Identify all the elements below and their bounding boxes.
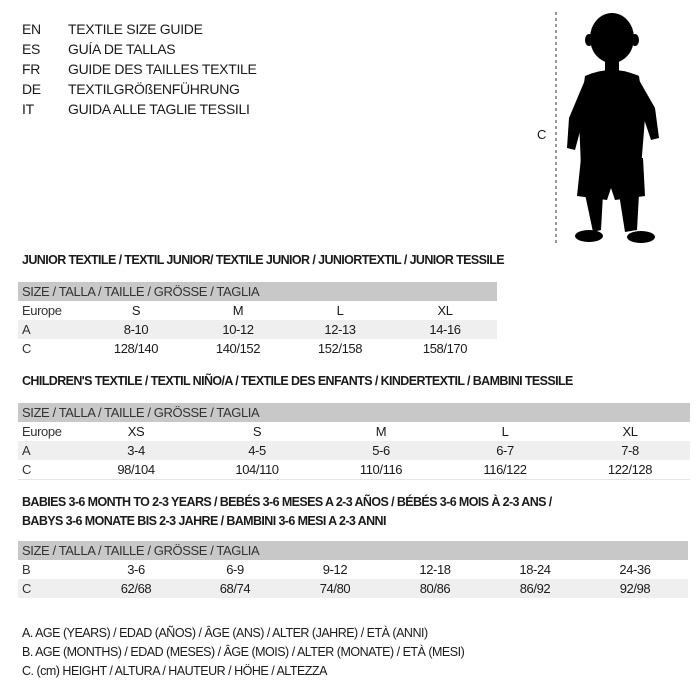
table-cell: 92/98 (619, 581, 651, 596)
lang-title: GUIDA ALLE TAGLIE TESSILI (68, 101, 250, 117)
table-cell: 10-12 (222, 322, 254, 337)
table-cell: 12-13 (324, 322, 356, 337)
table-cell: 14-16 (429, 322, 461, 337)
table-row: C 98/104 104/110 110/116 116/122 122/128 (18, 460, 690, 480)
legend-c: C. (cm) HEIGHT / ALTURA / HAUTEUR / HÖHE… (22, 664, 327, 678)
lang-code: DE (22, 81, 41, 97)
table-cell: 122/128 (607, 462, 653, 477)
legend-b: B. AGE (MONTHS) / EDAD (MESES) / ÂGE (MO… (22, 645, 465, 659)
table-cell: 68/74 (219, 581, 251, 596)
table-cell: 5-6 (372, 443, 390, 458)
table-row: B 3-6 6-9 9-12 12-18 18-24 24-36 (18, 560, 688, 579)
table-cell: S (131, 303, 141, 318)
row-label: Europe (22, 303, 62, 318)
row-label: C (22, 341, 31, 356)
children-section-title: CHILDREN'S TEXTILE / TEXTIL NIÑO/A / TEX… (22, 374, 573, 388)
babies-size-table: SIZE / TALLA / TAILLE / GRÖSSE / TAGLIA … (18, 541, 688, 598)
table-cell: 152/158 (317, 341, 363, 356)
table-row: A 3-4 4-5 5-6 6-7 7-8 (18, 441, 690, 460)
table-cell: M (375, 424, 387, 439)
lang-title: TEXTILE SIZE GUIDE (68, 21, 203, 37)
table-cell: 104/110 (235, 462, 279, 477)
table-cell: 86/92 (519, 581, 551, 596)
table-cell: 80/86 (419, 581, 451, 596)
table-cell: XL (437, 303, 453, 318)
table-cell: 24-36 (619, 562, 651, 577)
junior-section-title: JUNIOR TEXTILE / TEXTIL JUNIOR/ TEXTILE … (22, 253, 505, 267)
lang-title: GUÍA DE TALLAS (68, 41, 176, 57)
lang-code: IT (22, 101, 34, 117)
table-header-label: SIZE / TALLA / TAILLE / GRÖSSE / TAGLIA (22, 284, 260, 299)
lang-code: FR (22, 61, 41, 77)
table-cell: S (252, 424, 262, 439)
table-row: Europe S M L XL (18, 301, 497, 320)
table-cell: L (336, 303, 344, 318)
table-cell: 116/122 (483, 462, 527, 477)
lang-title: GUIDE DES TAILLES TEXTILE (68, 61, 257, 77)
lang-code: EN (22, 21, 41, 37)
table-cell: 3-6 (127, 562, 145, 577)
table-cell: 7-8 (621, 443, 639, 458)
table-cell: 128/140 (113, 341, 159, 356)
babies-section-title-line2: BABYS 3-6 MONATE BIS 2-3 JAHRE / BAMBINI… (22, 514, 386, 528)
table-cell: 6-7 (496, 443, 514, 458)
lang-code: ES (22, 41, 41, 57)
table-cell: 8-10 (123, 322, 149, 337)
table-cell: L (501, 424, 509, 439)
table-cell: 98/104 (117, 462, 155, 477)
table-cell: 9-12 (322, 562, 348, 577)
table-header-row: SIZE / TALLA / TAILLE / GRÖSSE / TAGLIA (18, 541, 688, 560)
table-cell: 74/80 (319, 581, 351, 596)
lang-title: TEXTILGRÖßENFÜHRUNG (68, 81, 240, 97)
babies-section-title-line1: BABIES 3-6 MONTH TO 2-3 YEARS / BEBÉS 3-… (22, 495, 552, 509)
table-cell: 158/170 (422, 341, 468, 356)
table-header-row: SIZE / TALLA / TAILLE / GRÖSSE / TAGLIA (18, 403, 690, 422)
row-label: A (22, 443, 31, 458)
table-cell: XS (127, 424, 145, 439)
table-row: Europe XS S M L XL (18, 422, 690, 441)
children-size-table: SIZE / TALLA / TAILLE / GRÖSSE / TAGLIA … (18, 403, 690, 480)
table-cell: 6-9 (226, 562, 244, 577)
table-cell: 3-4 (127, 443, 145, 458)
table-row: C 128/140 140/152 152/158 158/170 (18, 339, 497, 358)
table-header-label: SIZE / TALLA / TAILLE / GRÖSSE / TAGLIA (22, 405, 260, 420)
table-header-label: SIZE / TALLA / TAILLE / GRÖSSE / TAGLIA (22, 543, 260, 558)
junior-size-table: SIZE / TALLA / TAILLE / GRÖSSE / TAGLIA … (18, 282, 497, 358)
table-cell: XL (622, 424, 638, 439)
legend-a: A. AGE (YEARS) / EDAD (AÑOS) / ÂGE (ANS)… (22, 626, 428, 640)
table-cell: 12-18 (419, 562, 451, 577)
height-marker-label: C (537, 127, 547, 142)
table-cell: M (232, 303, 244, 318)
table-cell: 140/152 (215, 341, 261, 356)
row-label: B (22, 562, 31, 577)
row-label: A (22, 322, 31, 337)
table-cell: 18-24 (519, 562, 551, 577)
table-cell: 62/68 (120, 581, 152, 596)
row-label: C (22, 581, 31, 596)
table-row: C 62/68 68/74 74/80 80/86 86/92 92/98 (18, 579, 688, 598)
child-silhouette-icon (555, 12, 659, 244)
table-cell: 110/116 (359, 462, 403, 477)
table-header-row: SIZE / TALLA / TAILLE / GRÖSSE / TAGLIA (18, 282, 497, 301)
table-row: A 8-10 10-12 12-13 14-16 (18, 320, 497, 339)
row-label: C (22, 462, 31, 477)
table-cell: 4-5 (248, 443, 266, 458)
row-label: Europe (22, 424, 62, 439)
